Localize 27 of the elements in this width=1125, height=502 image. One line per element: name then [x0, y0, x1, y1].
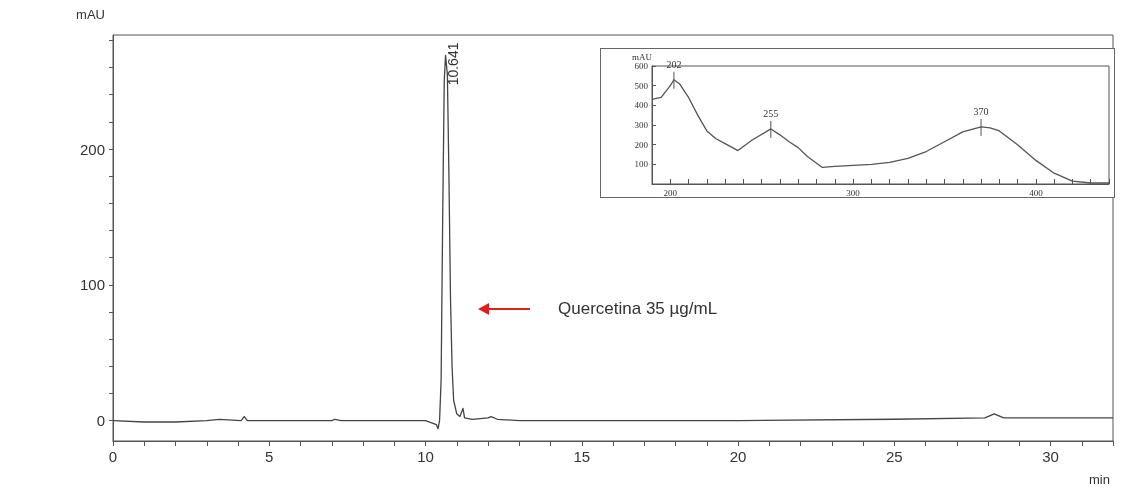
y-tick-label: 0 [96, 412, 105, 430]
x-tick-label: 200 [663, 187, 678, 198]
annotation: 370 [973, 105, 989, 117]
x-tick-label: 15 [573, 448, 591, 465]
y-tick-label: 600 [634, 61, 649, 71]
x-tick-label: 20 [729, 448, 747, 465]
annotation: 255 [763, 107, 779, 119]
y-tick-label: 100 [79, 276, 105, 294]
x-tick-label: 30 [1042, 448, 1059, 465]
y-axis-title: mAU [76, 7, 105, 22]
y-tick-label: 100 [634, 159, 649, 170]
y-tick-label: 400 [634, 100, 649, 111]
annotation: Quercetina 35 µg/mL [558, 298, 718, 318]
x-tick-label: 10 [417, 448, 434, 465]
x-tick-label: 400 [1029, 187, 1044, 198]
annotation: 202 [666, 58, 682, 70]
x-tick-label: 5 [265, 448, 274, 465]
y-tick-label: 500 [634, 80, 649, 91]
y-tick-label: 300 [634, 120, 649, 130]
x-tick-label: 300 [846, 187, 861, 198]
x-axis-title: min [1089, 472, 1110, 487]
y-tick-label: 200 [634, 139, 649, 150]
annotation: 10.641 [444, 42, 461, 86]
y-axis-title: mAU [632, 52, 653, 63]
x-tick-label: 0 [108, 448, 118, 465]
y-tick-label: 200 [79, 140, 105, 158]
x-tick-label: 25 [885, 448, 903, 465]
